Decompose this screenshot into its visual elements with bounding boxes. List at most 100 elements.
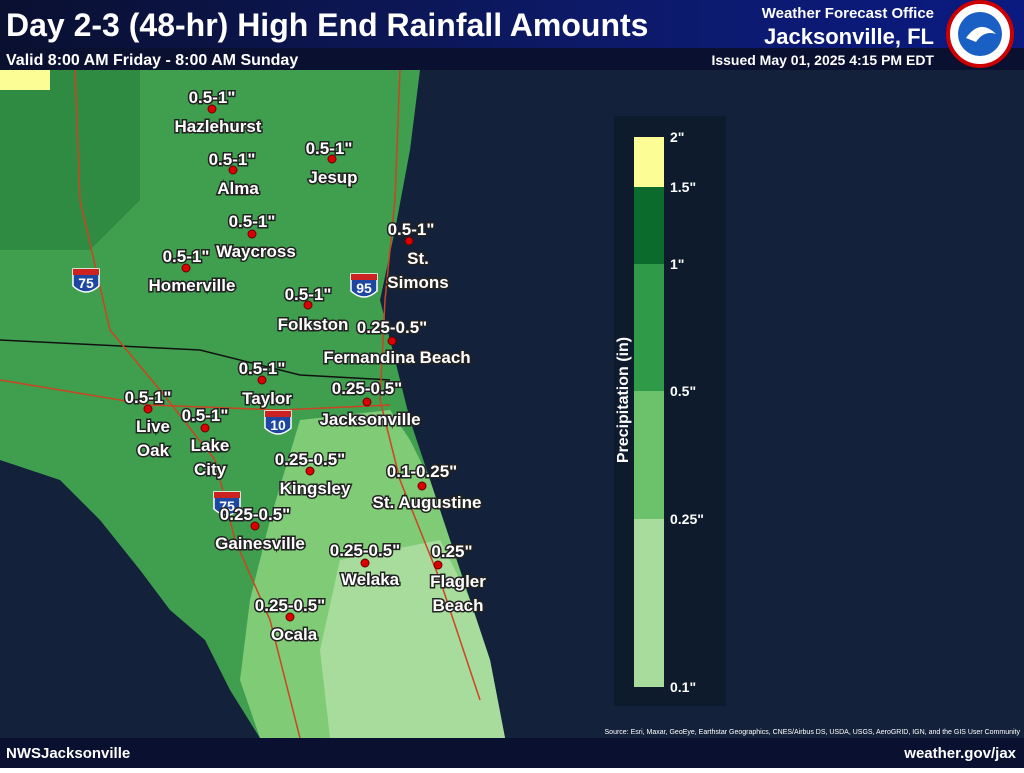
interstate-number: 10 <box>270 417 286 433</box>
location-name: Alma <box>217 179 259 198</box>
location-name: Live <box>136 417 170 436</box>
location-dot <box>285 612 295 622</box>
location-name: St. Augustine <box>373 493 482 512</box>
interstate-shield-top <box>73 269 99 275</box>
rainfall-amount: 0.5-1" <box>182 406 229 425</box>
location-name: Ocala <box>271 625 318 644</box>
rainfall-amount: 0.5-1" <box>306 139 353 158</box>
rainfall-amount: 0.25-0.5" <box>330 541 400 560</box>
interstate-number: 95 <box>356 280 372 296</box>
location-dot <box>305 466 315 476</box>
legend-label: 0.1" <box>670 679 696 695</box>
valid-time: Valid 8:00 AM Friday - 8:00 AM Sunday <box>6 52 298 69</box>
location-dot <box>207 104 217 114</box>
locations: 0.5-1" Hazlehurst 0.5-1" Alma 0.5-1" Jesup 0.5… <box>123 87 488 646</box>
legend-title: Precipitation (in) <box>615 337 632 463</box>
legend-label: 0.25" <box>670 511 704 527</box>
nws-logo <box>946 0 1014 68</box>
footer-band <box>0 738 1024 768</box>
road <box>0 379 391 411</box>
rainfall-amount: 0.5-1" <box>388 220 435 239</box>
interstate-shield-top <box>351 274 377 280</box>
rainfall-amount: 0.5-1" <box>239 359 286 378</box>
rainfall-amount: 0.5-1" <box>285 285 332 304</box>
location-dot <box>433 560 443 570</box>
legend-panel <box>614 116 726 706</box>
rainfall-amount: 0.25-0.5" <box>255 596 325 615</box>
rainfall-amount: 0.5-1" <box>189 88 236 107</box>
legend-label: 2" <box>670 129 684 145</box>
location-dot <box>143 404 153 414</box>
legend-label: 0.5" <box>670 383 696 399</box>
title: Day 2-3 (48-hr) High End Rainfall Amount… <box>6 7 648 43</box>
office: Weather Forecast Office <box>762 5 934 22</box>
location-name: Homerville <box>149 276 236 295</box>
location-name: Jacksonville <box>319 410 420 429</box>
location-name: Fernandina Beach <box>323 348 470 367</box>
location-dot <box>387 336 397 346</box>
location-name: Flagler <box>430 572 486 591</box>
location-dot <box>360 558 370 568</box>
location-name: Folkston <box>278 315 349 334</box>
location-name: St. <box>407 249 429 268</box>
location-name: Oak <box>137 441 170 460</box>
location-name: Jesup <box>308 168 357 187</box>
legend-label: 1.5" <box>670 179 696 195</box>
interstate-shield-top <box>265 411 291 417</box>
location-name: Lake <box>191 436 230 455</box>
location-dot <box>417 481 427 491</box>
legend: 2" 1.5" 1" 0.5" 0.25" 0.1" <box>634 129 704 695</box>
issued: Issued May 01, 2025 4:15 PM EDT <box>711 52 934 68</box>
location-dot <box>404 236 414 246</box>
location-dot <box>228 165 238 175</box>
location-dot <box>200 423 210 433</box>
location-name: Beach <box>432 596 483 615</box>
legend-label: 1" <box>670 256 684 272</box>
rainfall-amount: 0.25" <box>431 542 472 561</box>
road <box>74 69 301 739</box>
header-band <box>0 0 1024 48</box>
land-north <box>0 70 140 250</box>
location-name: City <box>194 460 227 479</box>
rainfall-amount: 0.5-1" <box>209 150 256 169</box>
attribution: Source: Esri, Maxar, GeoEye, Earthstar G… <box>605 729 1021 736</box>
location-dot <box>303 300 313 310</box>
location-name: Kingsley <box>280 479 351 498</box>
location-name: Waycross <box>216 242 296 261</box>
land-southeast <box>320 540 505 738</box>
footer-left: NWSJacksonville <box>6 745 130 762</box>
location-dot <box>327 154 337 164</box>
legend-swatch <box>634 187 664 264</box>
rainfall-amount: 0.1-0.25" <box>387 462 457 481</box>
rainfall-amount: 0.5-1" <box>229 212 276 231</box>
header-subband <box>0 48 1024 70</box>
location-name: Welaka <box>341 570 400 589</box>
location-name: Simons <box>387 273 448 292</box>
legend-swatch <box>634 137 664 187</box>
location-name: Hazlehurst <box>175 117 262 136</box>
interstates: 75 95 10 75 <box>72 268 378 516</box>
location-name: Taylor <box>242 389 292 408</box>
location-dot <box>181 263 191 273</box>
footer-right: weather.gov/jax <box>903 745 1016 762</box>
rainfall-amount: 0.25-0.5" <box>332 379 402 398</box>
legend-swatch <box>634 391 664 519</box>
location-dot <box>362 397 372 407</box>
rainfall-amount: 0.25-0.5" <box>357 318 427 337</box>
state-line <box>0 339 391 381</box>
location-dot <box>247 229 257 239</box>
legend-swatch <box>634 519 664 687</box>
legend-swatch <box>634 264 664 391</box>
office-location: Jacksonville, FL <box>764 24 934 49</box>
location-name: Gainesville <box>215 534 305 553</box>
road <box>379 69 481 701</box>
location-dot <box>250 521 260 531</box>
interstate-shield-top <box>214 492 240 498</box>
interstate-number: 75 <box>219 498 235 514</box>
land-yellow <box>0 70 50 90</box>
location-dot <box>257 375 267 385</box>
rainfall-amount: 0.25-0.5" <box>220 505 290 524</box>
rainfall-amount: 0.5-1" <box>125 388 172 407</box>
rainfall-amount: 0.25-0.5" <box>275 450 345 469</box>
